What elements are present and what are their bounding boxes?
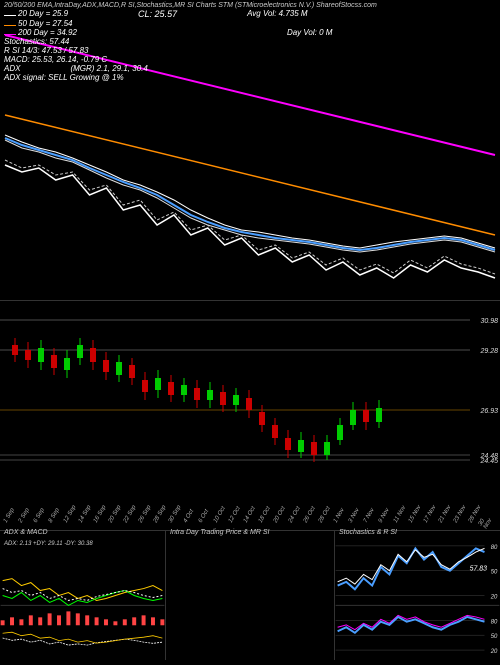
day200-label: 200 Day = 34.92 — [4, 28, 77, 37]
svg-text:20: 20 — [490, 649, 498, 655]
adx-sig: ADX signal: SELL Growing @ 1% — [4, 73, 124, 82]
day50-label: 50 Day = 27.54 — [4, 19, 72, 28]
adx-macd-panel: ADX & MACD ADX: 2.13 +DY: 29.11 -DY: 30.… — [0, 530, 165, 660]
svg-text:80: 80 — [491, 619, 498, 625]
svg-text:29.28: 29.28 — [479, 348, 498, 355]
svg-text:24.45: 24.45 — [479, 458, 498, 465]
stochastics-panel: Stochastics & R SI 80502057.83805020 — [335, 530, 500, 660]
macd-label: MACD: 25.53, 26.14, -0.79 C — [4, 55, 107, 64]
candlestick-chart: 30.9829.2826.9324.4824.45 — [0, 300, 500, 500]
svg-text:57.83: 57.83 — [470, 566, 488, 573]
day20-label: 20 Day = 25.9 — [4, 9, 68, 19]
title: 20/50/200 EMA,IntraDay,ADX,MACD,R SI,Sto… — [4, 2, 377, 9]
stoch-label: Stochastics: 57.44 — [4, 37, 69, 46]
x-axis: 1 Sep2 Sep6 Sep8 Sep12 Sep14 Sep16 Sep20… — [0, 500, 500, 530]
svg-text:50: 50 — [491, 570, 498, 576]
svg-text:80: 80 — [491, 545, 498, 551]
avg-vol: Avg Vol: 4.735 M — [247, 9, 307, 19]
chart-header: 20/50/200 EMA,IntraDay,ADX,MACD,R SI,Sto… — [4, 2, 496, 82]
rsi-label: R SI 14/3: 47.53 / 57.83 — [4, 46, 89, 55]
intraday-panel: Intra Day Trading Price & MR SI — [165, 530, 335, 660]
cl-label: CL: 25.57 — [138, 9, 177, 19]
svg-text:26.93: 26.93 — [479, 408, 498, 415]
bottom-panels: ADX & MACD ADX: 2.13 +DY: 29.11 -DY: 30.… — [0, 530, 500, 660]
svg-text:20: 20 — [490, 594, 498, 600]
adx-label: ADX — [4, 64, 20, 73]
adx-mgr: (MGR) 2.1, 29.1, 30.4 — [70, 64, 147, 73]
svg-text:30.98: 30.98 — [480, 318, 498, 325]
svg-text:50: 50 — [491, 634, 498, 640]
day-vol: Day Vol: 0 M — [287, 28, 333, 37]
